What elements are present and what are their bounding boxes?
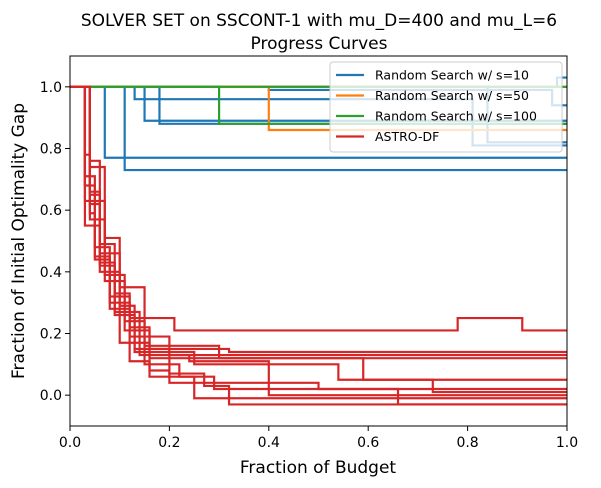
y-tick-label: 0.2 <box>40 327 62 343</box>
plot-frame <box>69 55 568 427</box>
chart-subtitle: Progress Curves <box>251 34 388 54</box>
chart-title: SOLVER SET on SSCONT-1 with mu_D=400 and… <box>81 11 557 31</box>
legend-label: ASTRO-DF <box>375 129 439 144</box>
y-axis-ticks: 0.0 0.2 0.4 0.6 0.8 1.0 <box>40 80 70 404</box>
y-tick-label: 0.6 <box>40 203 62 219</box>
series-3 <box>70 85 567 406</box>
legend-label: Random Search w/ s=100 <box>375 109 537 124</box>
y-tick-label: 1.0 <box>40 80 62 96</box>
series-3-run-10 <box>70 85 567 397</box>
x-axis-label: Fraction of Budget <box>240 458 397 478</box>
x-tick-label: 0.0 <box>59 435 81 451</box>
legend-label: Random Search w/ s=50 <box>375 88 529 103</box>
x-tick-label: 0.2 <box>158 435 180 451</box>
x-tick-label: 1.0 <box>556 435 578 451</box>
y-tick-label: 0.0 <box>40 388 62 404</box>
x-tick-label: 0.8 <box>456 435 478 451</box>
x-axis-ticks: 0.0 0.2 0.4 0.6 0.8 1.0 <box>59 426 578 451</box>
y-axis-label: Fraction of Initial Optimality Gap <box>9 103 29 379</box>
series-3-run-9 <box>70 85 567 381</box>
y-tick-label: 0.8 <box>40 142 62 158</box>
x-tick-label: 0.4 <box>258 435 280 451</box>
x-tick-label: 0.6 <box>357 435 379 451</box>
legend-items: Random Search w/ s=10 Random Search w/ s=… <box>336 68 537 144</box>
legend-label: Random Search w/ s=10 <box>375 68 529 83</box>
y-tick-label: 0.4 <box>40 265 62 281</box>
legend: Random Search w/ s=10 Random Search w/ s=… <box>329 61 563 153</box>
legend-box <box>329 61 563 153</box>
